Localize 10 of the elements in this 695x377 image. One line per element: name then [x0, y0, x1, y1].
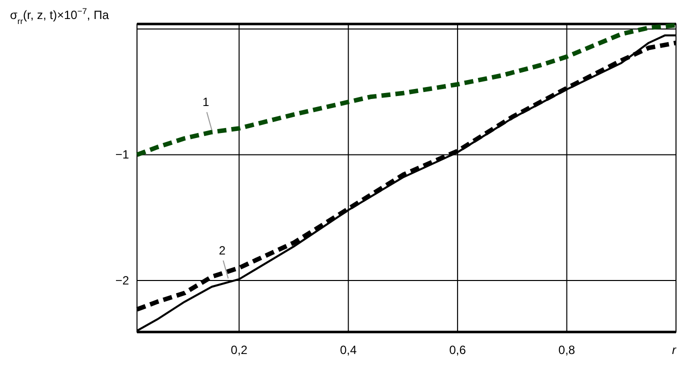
annotation: 1: [202, 95, 210, 110]
x-tick-label: 0,2: [230, 343, 248, 357]
x-tick-label: 0,6: [449, 343, 466, 357]
x-tick-label: 0,4: [340, 343, 358, 357]
annotation: 2: [218, 243, 226, 258]
y-axis-title: σ$_{rr}$(r, z, t)×10$^{−7}$, Па: [10, 6, 110, 26]
y-tick-label: −1: [115, 148, 130, 162]
x-tick-label: 0,8: [558, 343, 576, 357]
x-axis-title: r: [672, 343, 677, 357]
y-tick-label: −2: [115, 273, 130, 288]
